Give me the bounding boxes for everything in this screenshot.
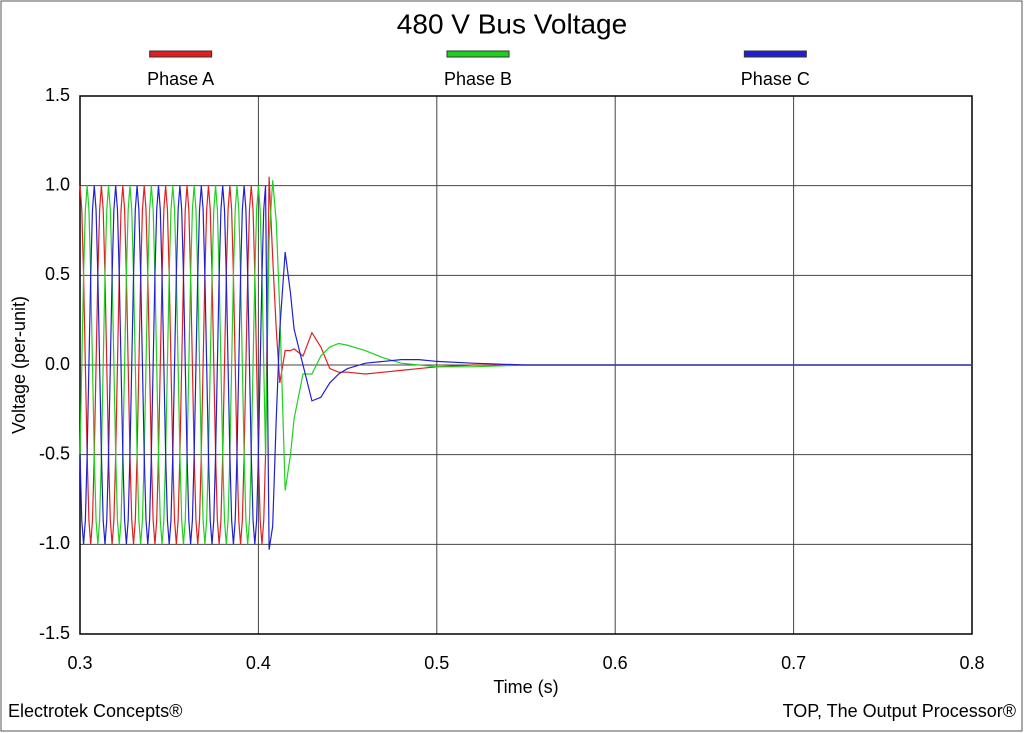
x-tick-label: 0.6 xyxy=(603,653,628,673)
y-axis-label: Voltage (per-unit) xyxy=(9,296,29,434)
series-line xyxy=(79,180,972,545)
y-tick-label: 1.0 xyxy=(45,174,70,194)
x-tick-label: 0.7 xyxy=(781,653,806,673)
series-line xyxy=(79,185,972,550)
x-tick-label: 0.8 xyxy=(959,653,984,673)
legend-swatch xyxy=(743,50,807,58)
x-tick-label: 0.5 xyxy=(424,653,449,673)
y-tick-label: 0.5 xyxy=(45,264,70,284)
chart-title: 480 V Bus Voltage xyxy=(397,8,627,39)
x-tick-label: 0.3 xyxy=(67,653,92,673)
y-tick-label: -1.5 xyxy=(39,623,70,643)
series-line xyxy=(79,176,972,545)
x-axis-label: Time (s) xyxy=(493,677,558,697)
legend-label: Phase B xyxy=(444,69,512,89)
y-tick-label: 0.0 xyxy=(45,354,70,374)
footer-right: TOP, The Output Processor® xyxy=(783,701,1016,721)
footer-left: Electrotek Concepts® xyxy=(8,701,182,721)
y-tick-label: -1.0 xyxy=(39,533,70,553)
y-tick-label: 1.5 xyxy=(45,85,70,105)
legend-label: Phase C xyxy=(741,69,810,89)
legend-swatch xyxy=(446,50,510,58)
legend-label: Phase A xyxy=(147,69,214,89)
y-tick-label: -0.5 xyxy=(39,443,70,463)
legend-swatch xyxy=(149,50,213,58)
x-tick-label: 0.4 xyxy=(246,653,271,673)
